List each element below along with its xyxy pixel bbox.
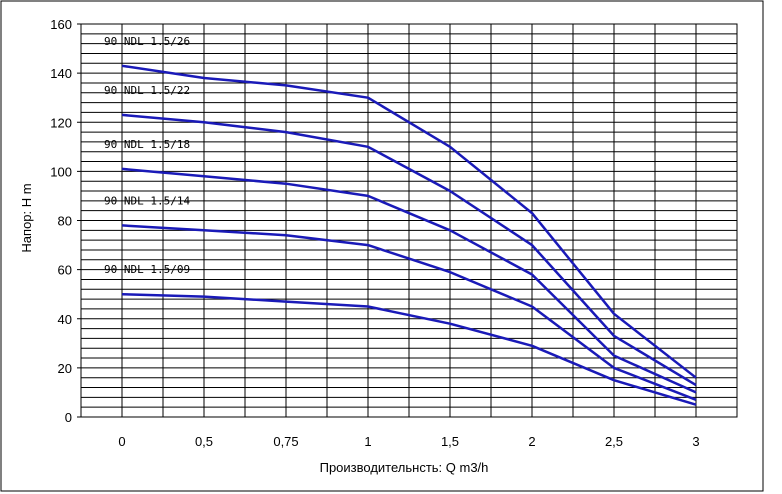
- y-axis-title: Напор: H m: [19, 183, 34, 252]
- y-tick-label: 120: [50, 115, 72, 130]
- y-tick-label: 60: [58, 263, 72, 278]
- axes: [77, 23, 738, 418]
- series-label: 90 NDL 1.5/22: [104, 84, 190, 97]
- series-line: [121, 113, 697, 387]
- y-tick-label: 20: [58, 361, 72, 376]
- y-tick-label: 140: [50, 66, 72, 81]
- y-tick-label: 80: [58, 214, 72, 229]
- series-labels: 90 NDL 1.5/26 90 NDL 1.5/22 90 NDL 1.5/18 9…: [104, 35, 190, 276]
- x-tick-label: 1,5: [441, 434, 459, 449]
- tick-labels: 0 20 40 60 80 100 120 140 160 0 0,5 0,75 1 1,5 2 2,5 3: [50, 17, 699, 449]
- y-tick-label: 0: [65, 410, 72, 425]
- x-tick-label: 0,5: [195, 434, 213, 449]
- series-label: 90 NDL 1.5/14: [104, 194, 190, 207]
- series-line: [121, 167, 697, 394]
- x-tick-label: 2: [528, 434, 535, 449]
- y-tick-label: 40: [58, 312, 72, 327]
- x-axis-title: Производительнсть: Q m3/h: [320, 460, 489, 475]
- x-tick-label: 3: [692, 434, 699, 449]
- x-tick-label: 0,75: [273, 434, 298, 449]
- x-tick-label: 2,5: [605, 434, 623, 449]
- series-line: [121, 64, 697, 379]
- series-label: 90 NDL 1.5/26: [104, 35, 190, 48]
- series-label: 90 NDL 1.5/18: [104, 138, 190, 151]
- x-tick-label: 0: [118, 434, 125, 449]
- grid: [81, 24, 737, 417]
- series-line: [121, 292, 697, 406]
- series-label: 90 NDL 1.5/09: [104, 263, 190, 276]
- series-line: [121, 224, 697, 401]
- y-tick-label: 100: [50, 164, 72, 179]
- series-lines: [121, 64, 697, 406]
- x-tick-label: 1: [364, 434, 371, 449]
- y-tick-label: 160: [50, 17, 72, 32]
